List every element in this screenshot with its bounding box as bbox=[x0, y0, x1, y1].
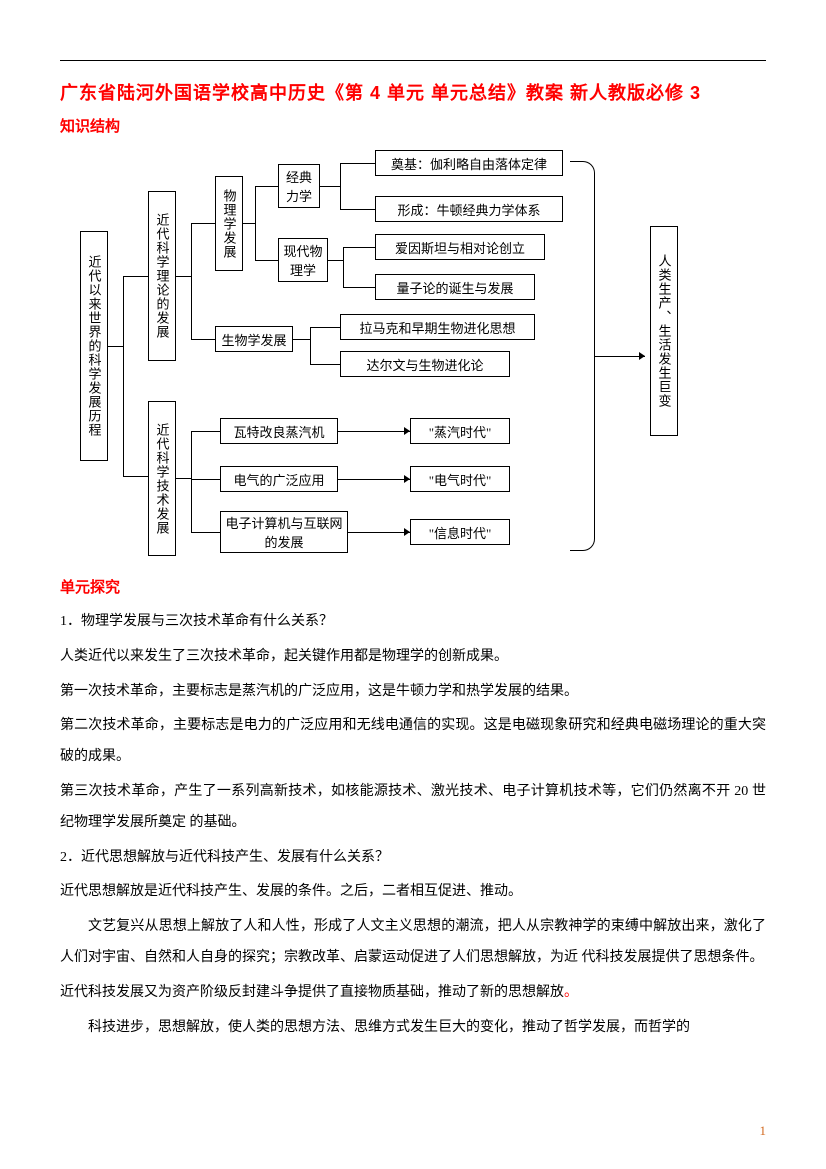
node-modern: 现代物理学 bbox=[278, 238, 328, 282]
section-explore: 单元探究 bbox=[60, 576, 766, 597]
leaf-computer: 电子计算机与互联网的发展 bbox=[220, 511, 348, 553]
p7: 近代科技发展又为资产阶级反封建斗争提供了直接物质基础，推动了新的思想解放。 bbox=[60, 978, 766, 1009]
p4: 第三次技术革命，产生了一系列高新技术，如核能源技术、激光技术、电子计算机技术等，… bbox=[60, 777, 766, 839]
leaf-newton: 形成：牛顿经典力学体系 bbox=[375, 196, 563, 222]
knowledge-diagram: 近代以来世界的科学发展历程 近代科学理论的发展 近代科学技术发展 物理学发展 生… bbox=[80, 146, 780, 566]
node-theory: 近代科学理论的发展 bbox=[148, 191, 176, 361]
node-classical: 经典力学 bbox=[278, 164, 320, 208]
node-biology: 生物学发展 bbox=[215, 326, 293, 352]
p2: 第一次技术革命，主要标志是蒸汽机的广泛应用，这是牛顿力学和热学发展的结果。 bbox=[60, 677, 766, 708]
leaf-quantum: 量子论的诞生与发展 bbox=[375, 274, 535, 300]
p6: 文艺复兴从思想上解放了人和人性，形成了人文主义思想的潮流，把人从宗教神学的束缚中… bbox=[60, 912, 766, 974]
era-info: "信息时代" bbox=[410, 519, 510, 545]
node-tech: 近代科学技术发展 bbox=[148, 401, 176, 556]
p1: 人类近代以来发生了三次技术革命，起关键作用都是物理学的创新成果。 bbox=[60, 642, 766, 673]
q1: 1．物理学发展与三次技术革命有什么关系？ bbox=[60, 607, 766, 638]
leaf-einstein: 爱因斯坦与相对论创立 bbox=[375, 234, 545, 260]
leaf-lamarck: 拉马克和早期生物进化思想 bbox=[340, 314, 535, 340]
q2: 2．近代思想解放与近代科技产生、发展有什么关系？ bbox=[60, 843, 766, 874]
p5: 近代思想解放是近代科技产生、发展的条件。之后，二者相互促进、推动。 bbox=[60, 877, 766, 908]
leaf-electric: 电气的广泛应用 bbox=[220, 466, 338, 492]
title-divider bbox=[60, 60, 766, 61]
node-root: 近代以来世界的科学发展历程 bbox=[80, 231, 108, 461]
leaf-steam: 瓦特改良蒸汽机 bbox=[220, 418, 338, 444]
node-physics: 物理学发展 bbox=[215, 176, 243, 271]
era-steam: "蒸汽时代" bbox=[410, 418, 510, 444]
p3: 第二次技术革命，主要标志是电力的广泛应用和无线电通信的实现。这是电磁现象研究和经… bbox=[60, 711, 766, 773]
node-result: 人类生产、生活发生巨变 bbox=[650, 226, 678, 436]
section-structure: 知识结构 bbox=[60, 115, 766, 136]
leaf-darwin: 达尔文与生物进化论 bbox=[340, 351, 510, 377]
main-title: 广东省陆河外国语学校高中历史《第 4 单元 单元总结》教案 新人教版必修 3 bbox=[60, 79, 766, 105]
page-number: 1 bbox=[760, 1123, 767, 1139]
leaf-galileo: 奠基：伽利略自由落体定律 bbox=[375, 150, 563, 176]
p8: 科技进步，思想解放，使人类的思想方法、思维方式发生巨大的变化，推动了哲学发展，而… bbox=[60, 1013, 766, 1044]
era-electric: "电气时代" bbox=[410, 466, 510, 492]
